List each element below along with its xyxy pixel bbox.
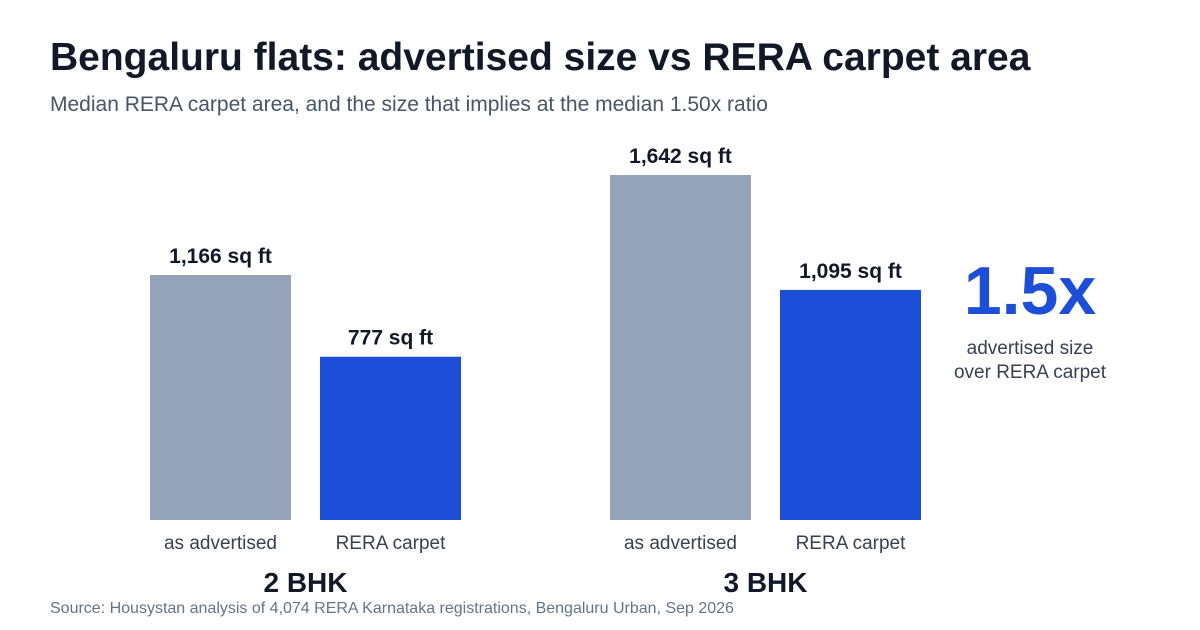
bar-category-label: as advertised: [624, 533, 737, 554]
bar-value-label: 1,095 sq ft: [799, 260, 902, 283]
ratio-caption-line2: over RERA carpet: [953, 362, 1107, 383]
bar-2-bhk-rera-carpet: [320, 356, 461, 520]
bar-value-label: 777 sq ft: [348, 327, 433, 350]
ratio-caption: advertised size over RERA carpet: [930, 337, 1130, 385]
ratio-value: 1.5x: [963, 253, 1097, 329]
bar-2-bhk-as-advertised: [150, 275, 291, 520]
bar-value-label: 1,642 sq ft: [629, 145, 732, 168]
chart-subtitle: Median RERA carpet area, and the size th…: [50, 93, 768, 116]
ratio-caption-line1: advertised size: [966, 338, 1094, 359]
bar-category-label: RERA carpet: [336, 533, 447, 554]
bar-3-bhk-rera-carpet: [780, 289, 921, 520]
bar-category-label: RERA carpet: [796, 533, 907, 554]
bar-3-bhk-as-advertised: [610, 175, 751, 520]
bar-value-label: 1,166 sq ft: [169, 245, 272, 268]
source-note: Source: Housystan analysis of 4,074 RERA…: [50, 600, 734, 617]
group-label: 3 BHK: [723, 567, 807, 598]
bar-category-label: as advertised: [164, 533, 277, 554]
chart-title: Bengaluru flats: advertised size vs RERA…: [50, 36, 1031, 79]
group-label: 2 BHK: [263, 567, 347, 598]
